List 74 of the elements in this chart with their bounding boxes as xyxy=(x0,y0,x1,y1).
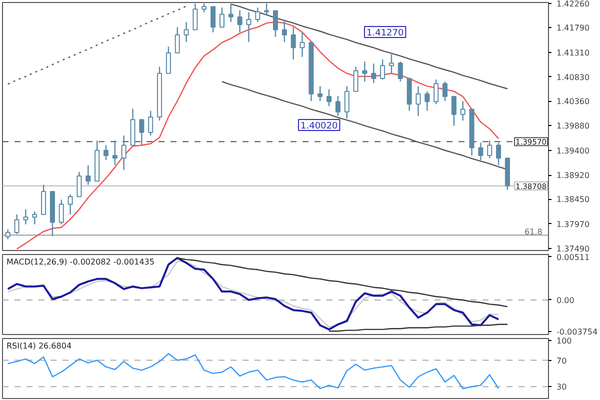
y-tick-label: 0.00511 xyxy=(556,252,590,262)
annotation: MACD(12,26,9) -0.002082 -0.001435 xyxy=(6,258,154,266)
candlestick xyxy=(246,12,252,43)
candlestick xyxy=(326,88,332,107)
candlestick xyxy=(416,86,421,117)
candlestick xyxy=(318,86,323,102)
y-tick-label: 1.39880 xyxy=(556,122,590,131)
candlestick xyxy=(174,26,180,54)
y-tick-label: 1.40360 xyxy=(556,97,590,106)
candlestick xyxy=(442,80,448,102)
candlestick xyxy=(237,10,242,33)
candlestick xyxy=(228,2,234,23)
y-tick-label: 1.41790 xyxy=(556,24,590,33)
candlestick xyxy=(344,86,350,120)
line-series xyxy=(328,324,508,332)
candlestick xyxy=(496,142,502,166)
candlestick xyxy=(371,63,376,84)
candlestick xyxy=(58,199,64,225)
candlestick xyxy=(192,2,198,30)
candlestick xyxy=(434,78,439,105)
candlestick xyxy=(398,60,403,82)
annotation: RSI(14) 26.6804 xyxy=(6,342,72,350)
candlestick xyxy=(255,7,260,23)
candlestick xyxy=(68,194,73,216)
candlestick xyxy=(487,140,492,159)
candlestick xyxy=(290,26,296,60)
candlestick xyxy=(478,142,484,161)
candlestick xyxy=(210,6,216,33)
candlestick xyxy=(14,214,20,235)
candlestick xyxy=(300,32,305,58)
candlestick xyxy=(41,184,46,216)
line-series xyxy=(176,257,508,308)
candlestick xyxy=(76,171,82,198)
y-tick-label: 1.42260 xyxy=(556,0,590,9)
y-tick-label: 1.39400 xyxy=(556,146,590,156)
y-tick-label: 1.40830 xyxy=(556,72,590,82)
candlestick xyxy=(335,95,340,117)
candlestick xyxy=(264,2,270,15)
candlestick xyxy=(112,140,118,166)
candlestick xyxy=(282,20,287,43)
candlestick xyxy=(86,164,91,186)
candlestick xyxy=(103,144,108,161)
y-tick-label: 0.00 xyxy=(556,296,574,305)
candlestick xyxy=(139,118,144,146)
y-tick-label: 30 xyxy=(556,382,567,392)
annotation: 1.41270 xyxy=(366,28,404,38)
candlestick xyxy=(380,58,386,80)
line-series xyxy=(7,5,187,85)
candlestick xyxy=(23,208,28,225)
candlestick xyxy=(460,100,466,122)
candlestick xyxy=(148,110,154,136)
candlestick xyxy=(5,228,10,240)
candlestick xyxy=(424,90,430,112)
y-tick-label: -0.003754 xyxy=(556,328,598,337)
y-tick-label: 100 xyxy=(556,336,572,346)
y-tick-label: 1.38450 xyxy=(556,195,590,204)
candlestick xyxy=(121,134,126,170)
y-tick-label: 70 xyxy=(556,356,567,366)
y-tick-label: 1.37970 xyxy=(556,220,590,229)
candlestick xyxy=(272,10,278,38)
candlestick xyxy=(32,210,38,225)
y-tick-label: 1.41310 xyxy=(556,48,590,58)
y-tick-label: 1.38920 xyxy=(556,171,590,180)
candlestick xyxy=(388,54,394,74)
candlestick xyxy=(166,46,171,74)
text: 61.8 xyxy=(524,228,542,236)
annotation: 1.40020 xyxy=(300,122,338,132)
candlestick xyxy=(353,66,358,92)
line-series xyxy=(7,353,500,390)
y-tick-label: 1.37490 xyxy=(556,244,590,254)
candlestick xyxy=(362,60,368,82)
candlestick xyxy=(451,95,456,126)
candlestick xyxy=(219,7,224,28)
candlestick xyxy=(184,21,189,43)
